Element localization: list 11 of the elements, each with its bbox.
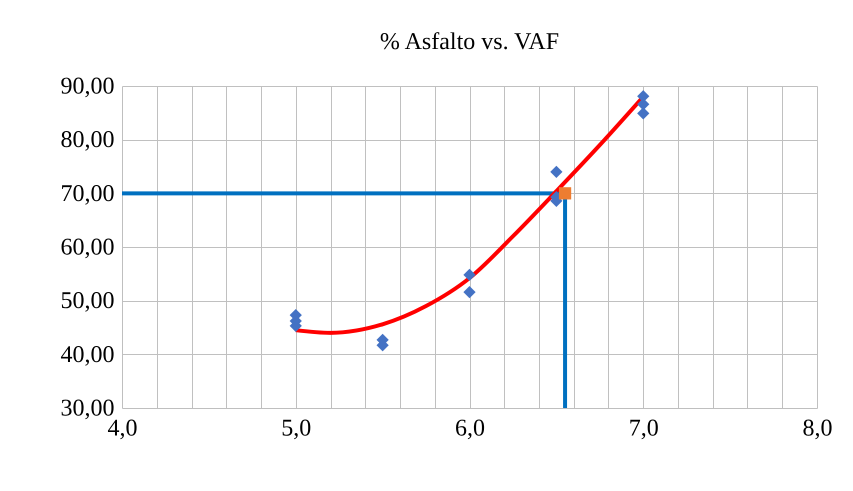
y-tick-label: 90,00 (60, 74, 114, 100)
x-tick-label: 6,0 (455, 416, 485, 442)
y-tick-label: 40,00 (60, 342, 114, 368)
y-tick-label: 50,00 (60, 288, 114, 314)
y-tick-label: 70,00 (60, 180, 114, 207)
x-tick-label: 8,0 (802, 416, 832, 442)
x-tick-label: 5,0 (281, 416, 312, 442)
y-tick-label: 60,00 (60, 234, 114, 260)
y-tick-label: 80,00 (60, 127, 114, 154)
chart-title: % Asfalto vs. VAF (380, 29, 560, 55)
x-tick-label: 7,0 (628, 416, 659, 442)
